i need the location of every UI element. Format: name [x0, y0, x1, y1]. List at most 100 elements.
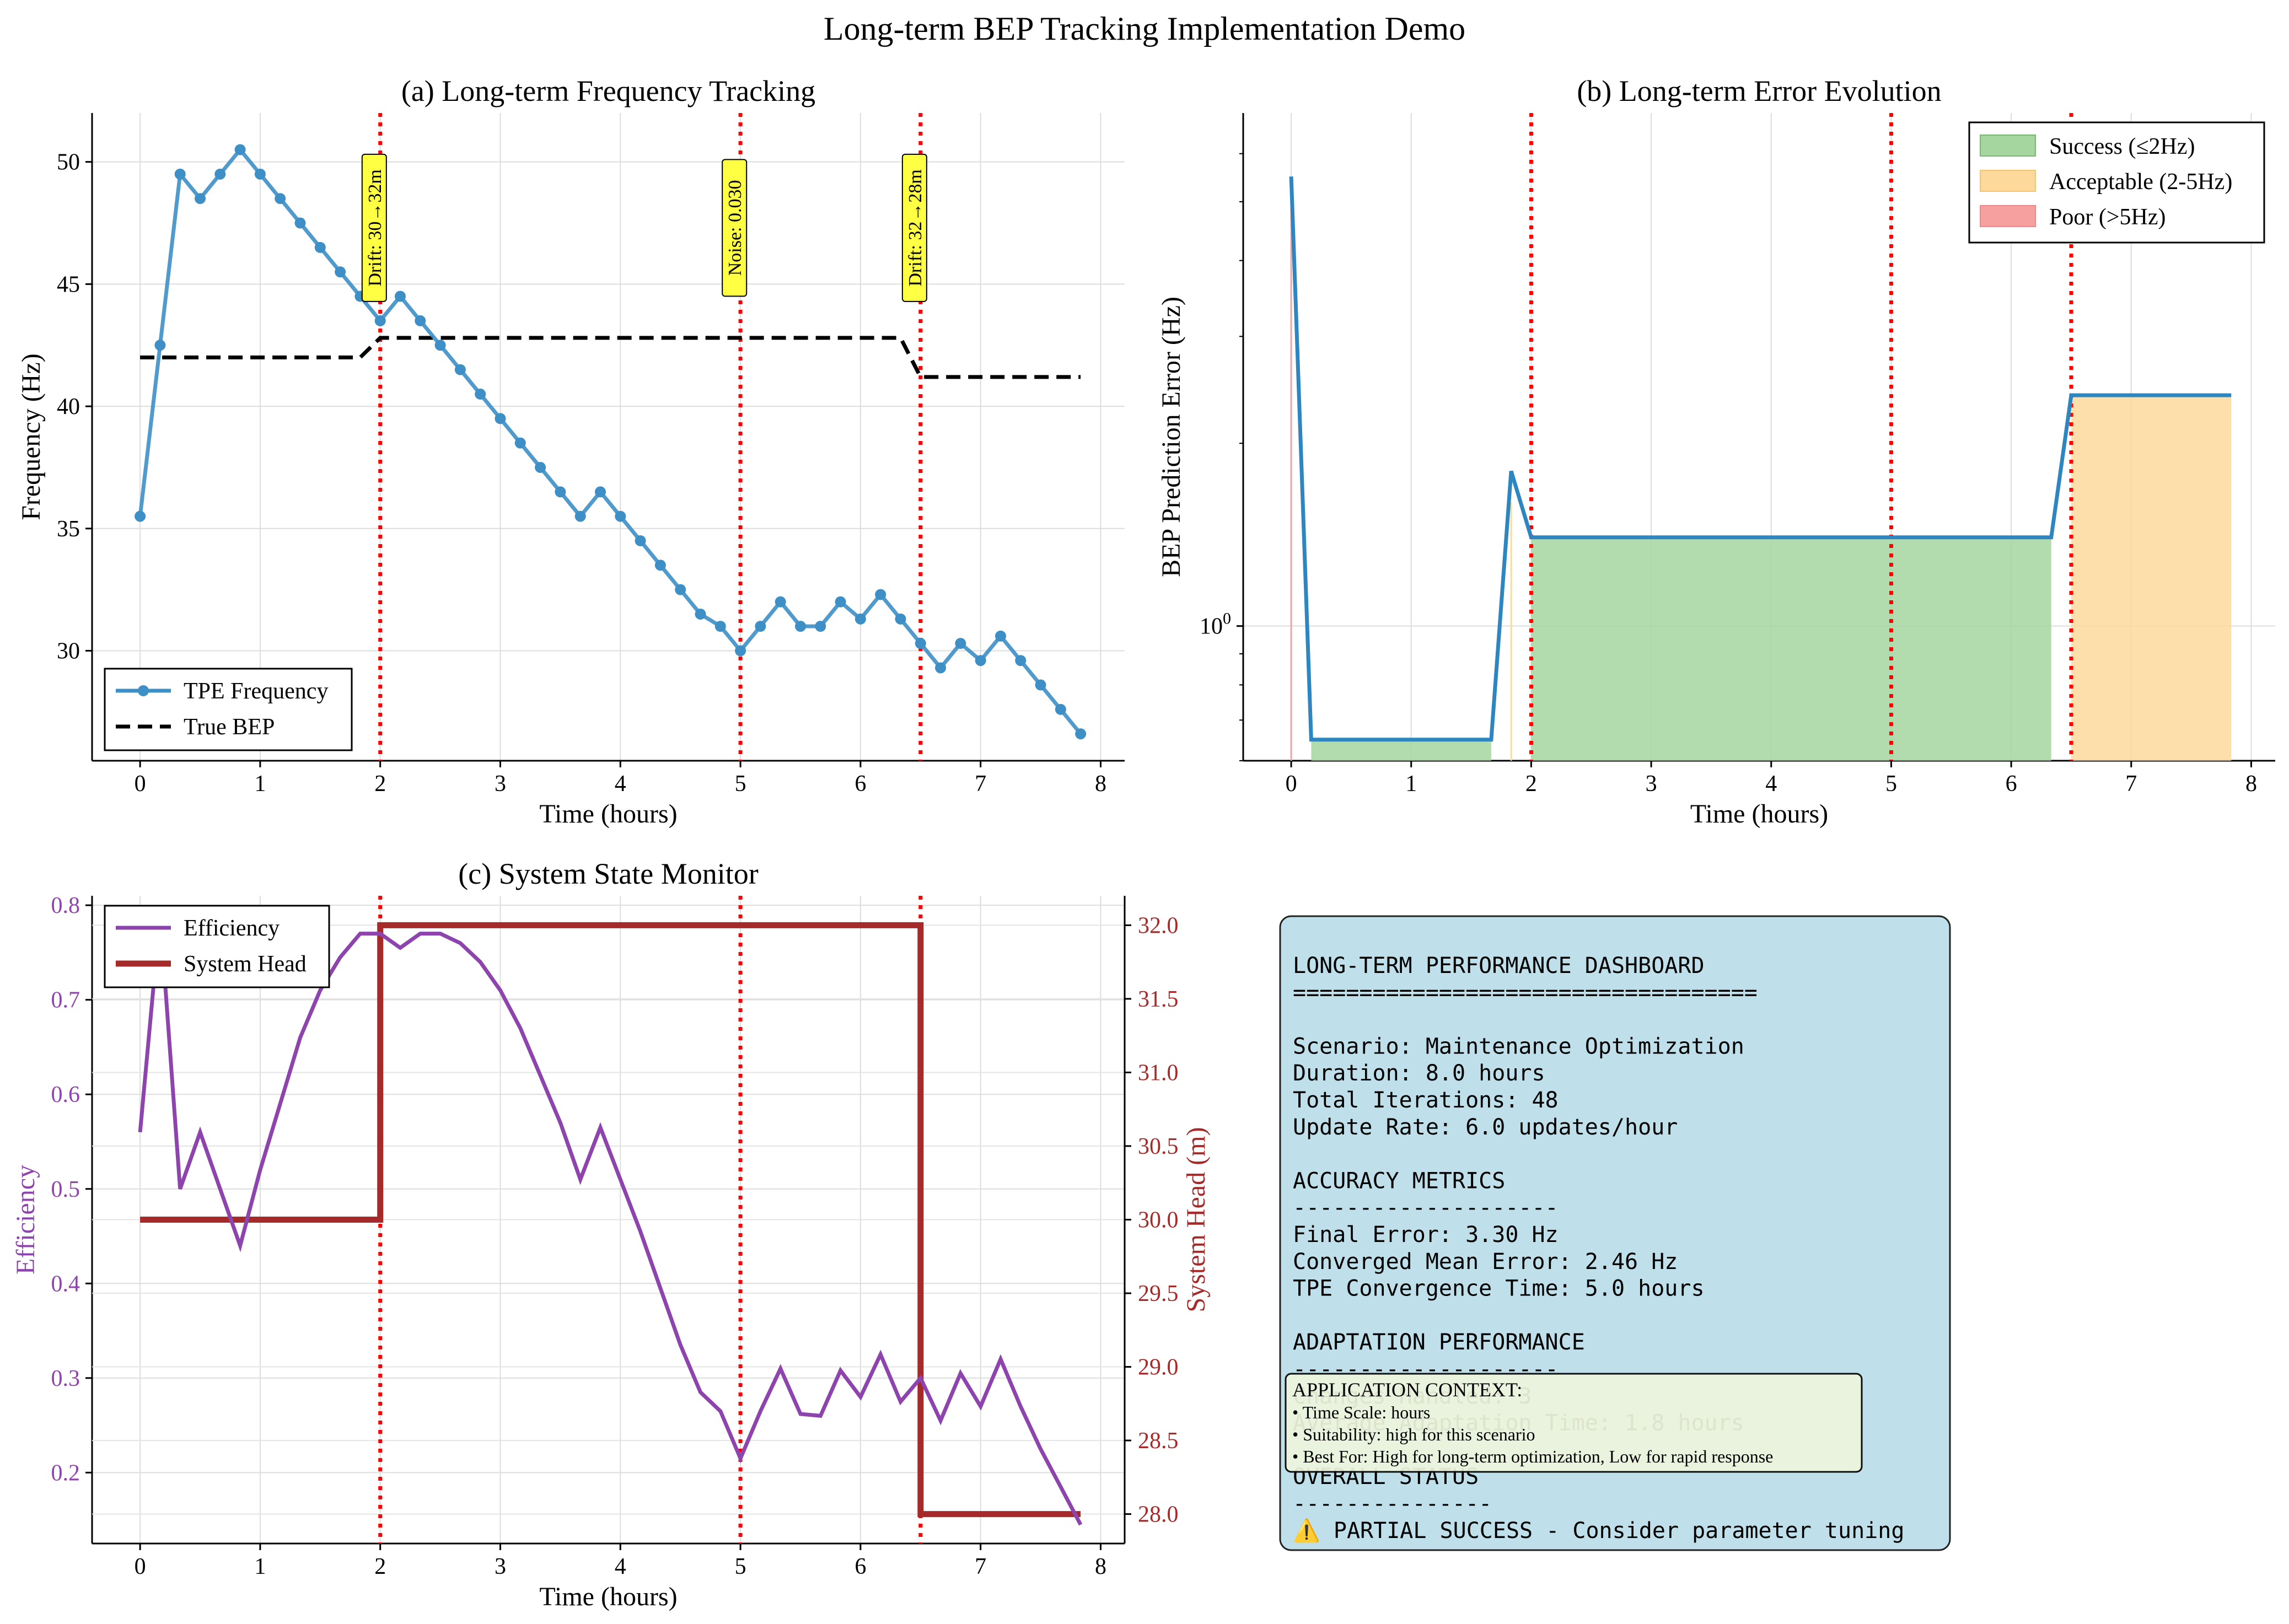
tpe-frequency-point: [735, 645, 746, 657]
success-fill: [1531, 537, 2051, 761]
tpe-frequency-point: [955, 638, 966, 649]
x-tick-label: 2: [374, 771, 386, 797]
tpe-frequency-point: [1035, 679, 1046, 691]
panel-title: (a) Long-term Frequency Tracking: [401, 74, 815, 107]
x-tick-label: 0: [135, 771, 146, 797]
tpe-frequency-point: [915, 638, 926, 649]
tpe-frequency-point: [775, 596, 786, 607]
event-annotation: Drift: 32→28m: [901, 153, 927, 302]
tpe-frequency-point: [1075, 728, 1087, 740]
context-line: • Suitability: high for this scenario: [1292, 1424, 1535, 1444]
legend-marker-tpe: [138, 685, 149, 696]
tpe-frequency-point: [495, 413, 506, 424]
legend: TPE Frequency True BEP: [104, 668, 353, 751]
tpe-frequency-point: [415, 315, 426, 326]
x-tick-label: 8: [1095, 1554, 1106, 1579]
y-right-tick-label: 31.0: [1138, 1060, 1179, 1085]
dashboard-line: Scenario: Maintenance Optimization: [1293, 1034, 1744, 1059]
y-axis-label: Efficiency: [11, 1165, 40, 1275]
legend-label: TPE Frequency: [184, 679, 328, 704]
panel-title: (b) Long-term Error Evolution: [1577, 74, 1941, 107]
x-tick-label: 7: [975, 771, 986, 797]
tpe-frequency-line: [138, 146, 1082, 735]
legend-label: True BEP: [184, 714, 275, 740]
tpe-frequency-point: [975, 655, 986, 666]
x-tick-label: 1: [254, 771, 266, 797]
event-annotation: Noise: 0.030: [722, 159, 748, 297]
tpe-frequency-point: [535, 461, 546, 473]
y-tick-label: 35: [57, 517, 80, 542]
tpe-frequency-point: [454, 364, 466, 375]
tpe-frequency-point: [195, 193, 206, 205]
tpe-frequency-point: [395, 291, 406, 302]
y-tick-label: 0.5: [51, 1177, 80, 1202]
x-axis-label: Time (hours): [1690, 799, 1828, 829]
x-tick-label: 5: [735, 1554, 746, 1579]
annotation-box: [901, 153, 927, 302]
legend-swatch: [1980, 170, 2036, 192]
annotation-box: [722, 159, 748, 297]
dashboard-line: Duration: 8.0 hours: [1293, 1061, 1545, 1086]
dashboard-line: ACCURACY METRICS: [1293, 1168, 1505, 1193]
legend-frame: [104, 905, 330, 988]
dashboard-line: Final Error: 3.30 Hz: [1293, 1222, 1559, 1247]
x-tick-label: 4: [1765, 771, 1777, 797]
tpe-frequency-point: [514, 437, 526, 449]
x-tick-label: 0: [1286, 771, 1297, 797]
legend: Efficiency System Head: [104, 905, 330, 988]
tpe-frequency-point: [815, 621, 826, 632]
y-tick-label: 0.7: [51, 988, 80, 1013]
acceptable-fill: [2071, 395, 2232, 761]
tpe-frequency-point: [615, 510, 626, 522]
true-bep-line: [140, 336, 1081, 379]
figure-title: Long-term BEP Tracking Implementation De…: [824, 10, 1465, 47]
dashboard-line: TPE Convergence Time: 5.0 hours: [1293, 1276, 1705, 1302]
x-tick-label: 3: [1646, 771, 1657, 797]
x-tick-label: 4: [615, 1554, 626, 1579]
tpe-frequency-point: [594, 486, 606, 498]
tpe-frequency-point: [794, 621, 806, 632]
y-right-tick-label: 29.5: [1138, 1281, 1179, 1306]
dashboard-line: Converged Mean Error: 2.46 Hz: [1293, 1249, 1678, 1275]
annotation-text: Drift: 30→32m: [365, 169, 385, 286]
context-line: • Time Scale: hours: [1292, 1402, 1430, 1422]
x-tick-label: 6: [855, 1554, 866, 1579]
system-head-line: [140, 922, 1081, 1518]
dashboard-line: Update Rate: 6.0 updates/hour: [1293, 1115, 1678, 1140]
x-tick-label: 1: [1405, 771, 1417, 797]
tpe-frequency-point: [475, 388, 486, 400]
legend-label: Success (≤2Hz): [2049, 134, 2195, 159]
panel-title: (c) System State Monitor: [458, 857, 758, 890]
tpe-frequency-point: [135, 510, 146, 522]
tpe-frequency-point: [555, 486, 566, 498]
tpe-frequency-point: [995, 630, 1006, 642]
tpe-frequency-point: [434, 340, 446, 351]
tpe-frequency-point: [374, 315, 386, 326]
context-line: APPLICATION CONTEXT:: [1292, 1379, 1522, 1401]
legend-label: Poor (>5Hz): [2049, 205, 2166, 230]
dashboard-line: ADAPTATION PERFORMANCE: [1293, 1330, 1585, 1355]
panel-c-system-state: (c) System State Monitor 0 1 2 3 4 5 6 7 8 Time (h…: [11, 857, 1211, 1611]
x-axis-label: Time (hours): [539, 1582, 677, 1611]
tpe-frequency-point: [174, 168, 186, 180]
x-tick-label: 5: [735, 771, 746, 797]
success-fill: [1311, 739, 1491, 761]
annotation-box: [361, 153, 387, 302]
tpe-frequency-point: [294, 217, 306, 229]
x-tick-label: 7: [975, 1554, 986, 1579]
legend-label: Acceptable (2-5Hz): [2049, 169, 2232, 195]
y-right-tick-label: 31.5: [1138, 987, 1179, 1012]
tpe-frequency-point: [275, 193, 286, 205]
context-frame: [1285, 1373, 1863, 1473]
panel-b-error-evolution: (b) Long-term Error Evolution 0 1 2 3 4 5 6 7 8 Ti…: [1157, 74, 2275, 829]
dashboard-line: ---------------: [1293, 1491, 1492, 1517]
dashboard-line: ⚠️ PARTIAL SUCCESS - Consider parameter …: [1293, 1518, 1904, 1544]
tpe-frequency-point: [254, 168, 266, 180]
x-tick-label: 3: [495, 771, 506, 797]
dashboard-line: --------------------: [1293, 1195, 1559, 1220]
tpe-frequency-point: [835, 596, 846, 607]
y-tick-label: 0.2: [51, 1460, 80, 1486]
tpe-frequency-point: [1015, 655, 1027, 666]
efficiency-line: [138, 914, 1083, 1526]
context-line: • Best For: High for long-term optimizat…: [1292, 1446, 1773, 1466]
